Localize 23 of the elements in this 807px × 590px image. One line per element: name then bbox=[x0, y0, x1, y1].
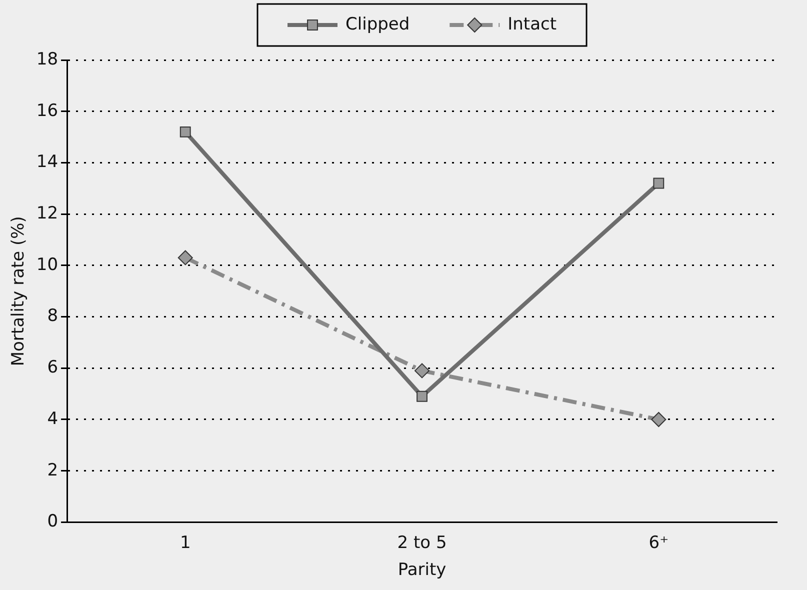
x-tick-label: 2 to 5 bbox=[397, 532, 447, 553]
y-tick-label: 8 bbox=[47, 306, 58, 326]
x-axis-title: Parity bbox=[398, 560, 446, 580]
y-tick-label: 6 bbox=[47, 358, 58, 378]
y-tick-label: 18 bbox=[36, 49, 58, 70]
y-axis-title: Mortality rate (%) bbox=[8, 216, 29, 366]
point bbox=[414, 363, 430, 378]
y-tick-label: 16 bbox=[36, 100, 58, 121]
y-tick-label: 10 bbox=[36, 254, 58, 275]
y-tick-label: 14 bbox=[36, 152, 58, 172]
y-tick-label: 0 bbox=[47, 512, 58, 532]
legend-label: Clipped bbox=[346, 14, 410, 34]
point bbox=[180, 126, 191, 138]
point bbox=[178, 250, 193, 266]
y-tick-label: 2 bbox=[47, 460, 58, 480]
x-tick-label: 6⁺ bbox=[648, 532, 669, 553]
y-tick-label: 4 bbox=[47, 408, 58, 429]
x-tick-label: 1 bbox=[180, 532, 191, 553]
point bbox=[653, 178, 664, 189]
y-tick-label: 12 bbox=[36, 203, 58, 224]
legend-label: Intact bbox=[508, 14, 557, 34]
point bbox=[651, 412, 666, 427]
point bbox=[416, 390, 428, 402]
